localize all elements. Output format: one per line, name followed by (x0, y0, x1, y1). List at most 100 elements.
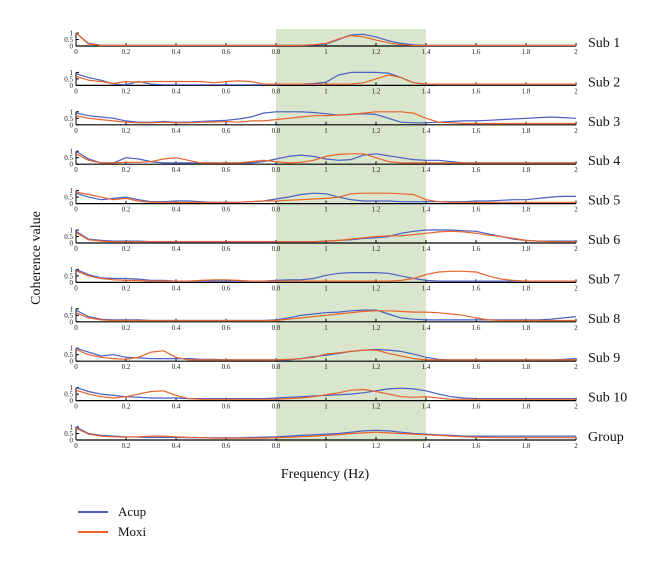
x-tick-label: 1 (324, 245, 328, 253)
y-tick-label: 0 (70, 240, 74, 248)
series-line-moxi (75, 230, 576, 243)
series-line-acup (75, 387, 576, 400)
x-tick-label: 1.8 (522, 363, 531, 371)
x-tick-label: 0 (74, 284, 78, 292)
x-tick-label: 1.4 (422, 245, 431, 253)
x-tick-label: 1 (324, 127, 328, 135)
x-tick-label: 2 (574, 284, 578, 292)
x-tick-label: 0.8 (272, 206, 281, 214)
x-tick-label: 0.6 (222, 363, 231, 371)
x-tick-label: 0 (74, 442, 78, 450)
y-tick-label: 0.5 (64, 75, 73, 83)
x-tick-label: 1.8 (522, 324, 531, 332)
y-tick-label: 1 (70, 305, 74, 313)
y-tick-label: 0.5 (64, 115, 73, 123)
x-tick-label: 1.4 (422, 324, 431, 332)
x-tick-label: 1.6 (472, 48, 481, 56)
x-tick-label: 0.8 (272, 442, 281, 450)
y-tick-label: 1 (70, 227, 74, 235)
x-tick-label: 0.2 (122, 48, 131, 56)
x-tick-label: 0.8 (272, 166, 281, 174)
y-tick-label: 1 (70, 148, 74, 156)
legend-swatch-acup (78, 511, 108, 513)
x-tick-label: 1.4 (422, 166, 431, 174)
x-tick-label: 0.4 (172, 87, 181, 95)
x-tick-label: 0.8 (272, 324, 281, 332)
y-tick-label: 1 (70, 266, 74, 274)
x-tick-label: 1.8 (522, 442, 531, 450)
y-tick-label: 0.5 (64, 430, 73, 438)
x-tick-label: 0.4 (172, 245, 181, 253)
x-tick-label: 1 (324, 87, 328, 95)
panel-label: Sub 6 (588, 233, 620, 248)
x-tick-label: 0.6 (222, 127, 231, 135)
y-tick-label: 0.5 (64, 272, 73, 280)
x-tick-label: 1.8 (522, 403, 531, 411)
series-line-moxi (75, 348, 576, 361)
x-tick-label: 0.2 (122, 284, 131, 292)
y-tick-label: 0 (70, 279, 74, 287)
x-tick-label: 0 (74, 324, 78, 332)
x-tick-label: 0.2 (122, 166, 131, 174)
x-tick-label: 2 (574, 48, 578, 56)
x-tick-label: 0.2 (122, 324, 131, 332)
y-tick-label: 0.5 (64, 391, 73, 399)
x-tick-label: 1 (324, 403, 328, 411)
series-line-moxi (75, 388, 576, 400)
x-tick-label: 1.4 (422, 48, 431, 56)
x-tick-label: 0 (74, 127, 78, 135)
x-axis-title: Frequency (Hz) (281, 467, 370, 482)
x-tick-label: 1.4 (422, 442, 431, 450)
y-tick-label: 0 (70, 397, 74, 405)
x-tick-label: 0.2 (122, 206, 131, 214)
x-tick-label: 1.2 (372, 324, 381, 332)
y-tick-label: 0 (70, 200, 74, 208)
x-tick-label: 1.2 (372, 442, 381, 450)
series-line-moxi (75, 111, 576, 125)
x-tick-label: 1 (324, 166, 328, 174)
x-tick-label: 2 (574, 324, 578, 332)
y-tick-label: 1 (70, 384, 74, 392)
x-tick-label: 0.4 (172, 48, 181, 56)
x-tick-label: 0.4 (172, 284, 181, 292)
x-tick-label: 1.2 (372, 363, 381, 371)
x-tick-label: 1.2 (372, 48, 381, 56)
x-tick-label: 2 (574, 245, 578, 253)
x-tick-label: 1 (324, 48, 328, 56)
x-tick-label: 1.2 (372, 403, 381, 411)
legend: Acup Moxi (78, 502, 146, 542)
x-tick-label: 1.6 (472, 363, 481, 371)
x-tick-label: 0 (74, 87, 78, 95)
x-tick-label: 2 (574, 166, 578, 174)
x-tick-label: 0 (74, 245, 78, 253)
x-tick-label: 0 (74, 363, 78, 371)
panel-label: Sub 2 (588, 75, 620, 90)
x-tick-label: 1.6 (472, 245, 481, 253)
y-tick-label: 0.5 (64, 36, 73, 44)
x-tick-label: 0.4 (172, 166, 181, 174)
series-line-moxi (75, 153, 576, 164)
x-tick-label: 1.8 (522, 245, 531, 253)
x-tick-label: 2 (574, 363, 578, 371)
x-tick-label: 0 (74, 48, 78, 56)
x-tick-label: 1.8 (522, 206, 531, 214)
legend-item-acup: Acup (78, 502, 146, 522)
x-tick-label: 0 (74, 166, 78, 174)
x-tick-label: 0.8 (272, 87, 281, 95)
x-tick-label: 1.2 (372, 284, 381, 292)
x-tick-label: 2 (574, 442, 578, 450)
series-line-moxi (75, 310, 576, 322)
x-tick-label: 0.2 (122, 363, 131, 371)
x-tick-label: 1.6 (472, 127, 481, 135)
x-tick-label: 1.2 (372, 245, 381, 253)
legend-item-moxi: Moxi (78, 522, 146, 542)
y-tick-label: 0.5 (64, 351, 73, 359)
x-tick-label: 0.6 (222, 324, 231, 332)
